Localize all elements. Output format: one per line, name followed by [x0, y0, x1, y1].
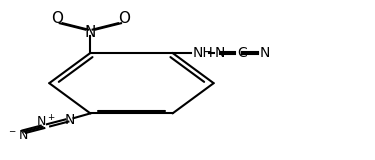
Text: C: C [237, 46, 247, 60]
Text: $^-$N: $^-$N [7, 129, 28, 142]
Text: NH: NH [193, 46, 214, 60]
Text: O: O [118, 11, 130, 26]
Text: N: N [64, 113, 75, 127]
Text: N$^+$: N$^+$ [36, 114, 55, 130]
Text: N: N [85, 25, 96, 40]
Text: N: N [215, 46, 225, 60]
Text: O: O [51, 11, 63, 26]
Text: N: N [260, 46, 270, 60]
